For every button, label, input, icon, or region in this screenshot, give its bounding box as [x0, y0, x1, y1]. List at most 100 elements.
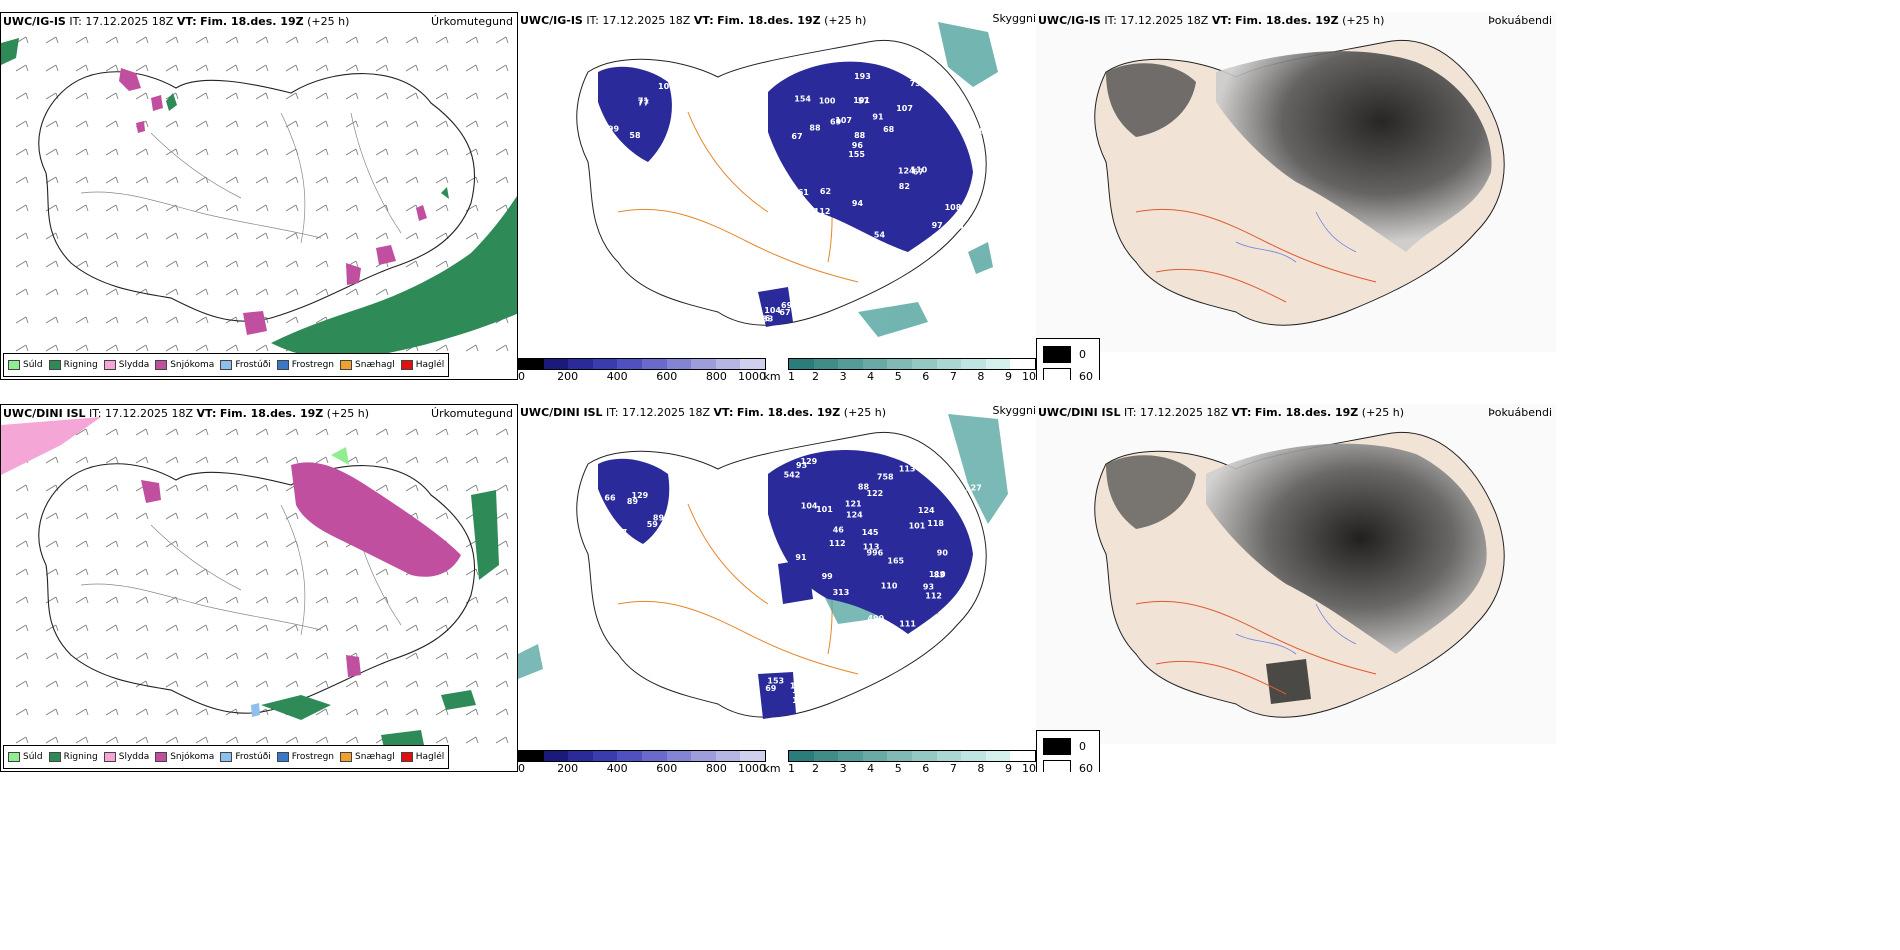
cloud-base-value: 107: [835, 116, 852, 125]
wind-barb: [195, 92, 209, 100]
cloud-base-value: 73: [950, 89, 961, 98]
wind-barb: [135, 736, 149, 744]
wind-barb: [405, 708, 419, 716]
colorbar-segment: [592, 359, 618, 369]
wind-barb: [45, 456, 59, 464]
wind-barb: [135, 36, 149, 44]
wind-barb: [225, 680, 239, 688]
roads: [80, 504, 402, 636]
wind-barb: [75, 708, 89, 716]
wind-barb: [405, 652, 419, 660]
wind-barb: [195, 708, 209, 716]
wind-barb: [405, 36, 419, 44]
wind-barb: [45, 64, 59, 72]
cloud-base-value: 71: [638, 96, 650, 105]
fog-legend-item: 60: [1043, 365, 1093, 380]
cloud-base-value: 155: [848, 150, 865, 159]
cloud-base-value: 158: [947, 221, 964, 230]
wind-barb: [285, 232, 299, 240]
wind-barb: [285, 736, 299, 744]
precip-legend-item: Snæhagl: [340, 360, 395, 370]
visibility-area: [858, 22, 998, 337]
panel-parameter-name: Skyggni: [992, 404, 1036, 417]
wind-barb: [345, 596, 359, 604]
wind-barb: [75, 232, 89, 240]
wind-barb: [225, 736, 239, 744]
fog-legend: 0 60: [1036, 730, 1100, 772]
wind-barb: [135, 148, 149, 156]
colorbar-unit: km: [763, 762, 781, 772]
cloud-base-value: 82: [899, 182, 910, 191]
colorbar-segment: [789, 751, 814, 761]
cloud-base-value: 100: [819, 97, 836, 106]
wind-barb: [375, 456, 389, 464]
cloud-base-value: 88: [854, 131, 866, 140]
wind-barb: [75, 652, 89, 660]
colorbar-segment: [543, 751, 569, 761]
wind-barb: [495, 176, 509, 184]
legend-label: 0: [1079, 347, 1086, 361]
cloud-base-value: 122: [867, 489, 884, 498]
colorbar-tick: 1: [788, 762, 795, 772]
wind-barb: [165, 120, 179, 128]
cloud-base-value: 112: [925, 592, 942, 601]
iceland-outline: [576, 40, 987, 326]
legend-swatch: [8, 360, 20, 370]
wind-barb: [75, 316, 89, 324]
cloud-base-value: 69: [781, 301, 793, 310]
wind-barb: [405, 148, 419, 156]
wind-barb: [285, 428, 299, 436]
wind-barb: [105, 344, 119, 352]
cloud-base-value: 88: [858, 482, 870, 491]
wind-barb: [195, 484, 209, 492]
wind-barb: [255, 736, 269, 744]
wind-barb: [495, 64, 509, 72]
wind-barb: [315, 596, 329, 604]
wind-barb: [105, 596, 119, 604]
wind-barb: [375, 428, 389, 436]
precip-legend-item: Haglél: [400, 752, 444, 762]
panel-title: UWC/DINI ISL IT: 17.12.2025 18Z VT: Fim.…: [3, 407, 370, 420]
colorbar-segment: [1010, 359, 1035, 369]
cloud-base-area: [598, 450, 973, 719]
fog-map: [1036, 12, 1556, 352]
roads: [617, 91, 939, 283]
wind-barb: [105, 512, 119, 520]
wind-barb: [225, 484, 239, 492]
wind-barb: [255, 512, 269, 520]
cloud-base-value: 68: [883, 125, 895, 134]
colorbar-tick: 200: [557, 370, 579, 380]
cloud-base-value: 142: [790, 682, 807, 691]
wind-barb: [195, 624, 209, 632]
wind-barb: [435, 148, 449, 156]
colorbar-tick: 600: [656, 762, 678, 772]
wind-barb: [165, 176, 179, 184]
wind-barb: [165, 624, 179, 632]
wind-barb: [15, 288, 29, 296]
fog-dense-area: [1216, 51, 1492, 252]
legend-swatch: [400, 360, 413, 370]
wind-barb: [15, 624, 29, 632]
wind-barb: [195, 736, 209, 744]
colorbar-tick: 5: [894, 762, 902, 772]
wind-barb: [345, 680, 359, 688]
wind-barb: [315, 260, 329, 268]
precip-legend-item: Snjókoma: [155, 752, 214, 762]
wind-barb: [285, 260, 299, 268]
wind-barb: [255, 456, 269, 464]
wind-barb: [285, 288, 299, 296]
wind-barb: [315, 652, 329, 660]
wind-barb: [15, 568, 29, 576]
wind-barb: [465, 120, 479, 128]
wind-barb: [345, 148, 359, 156]
cloud-base-value: 69: [765, 684, 777, 693]
colorbar-segment: [961, 359, 986, 369]
colorbar-tick: 9: [1004, 762, 1012, 772]
wind-barb: [195, 288, 209, 296]
wind-barb: [255, 148, 269, 156]
roads: [1135, 208, 1377, 303]
colorbar-tick: 0: [518, 762, 525, 772]
wind-barb: [105, 148, 119, 156]
wind-barb: [405, 624, 419, 632]
wind-barb: [405, 92, 419, 100]
